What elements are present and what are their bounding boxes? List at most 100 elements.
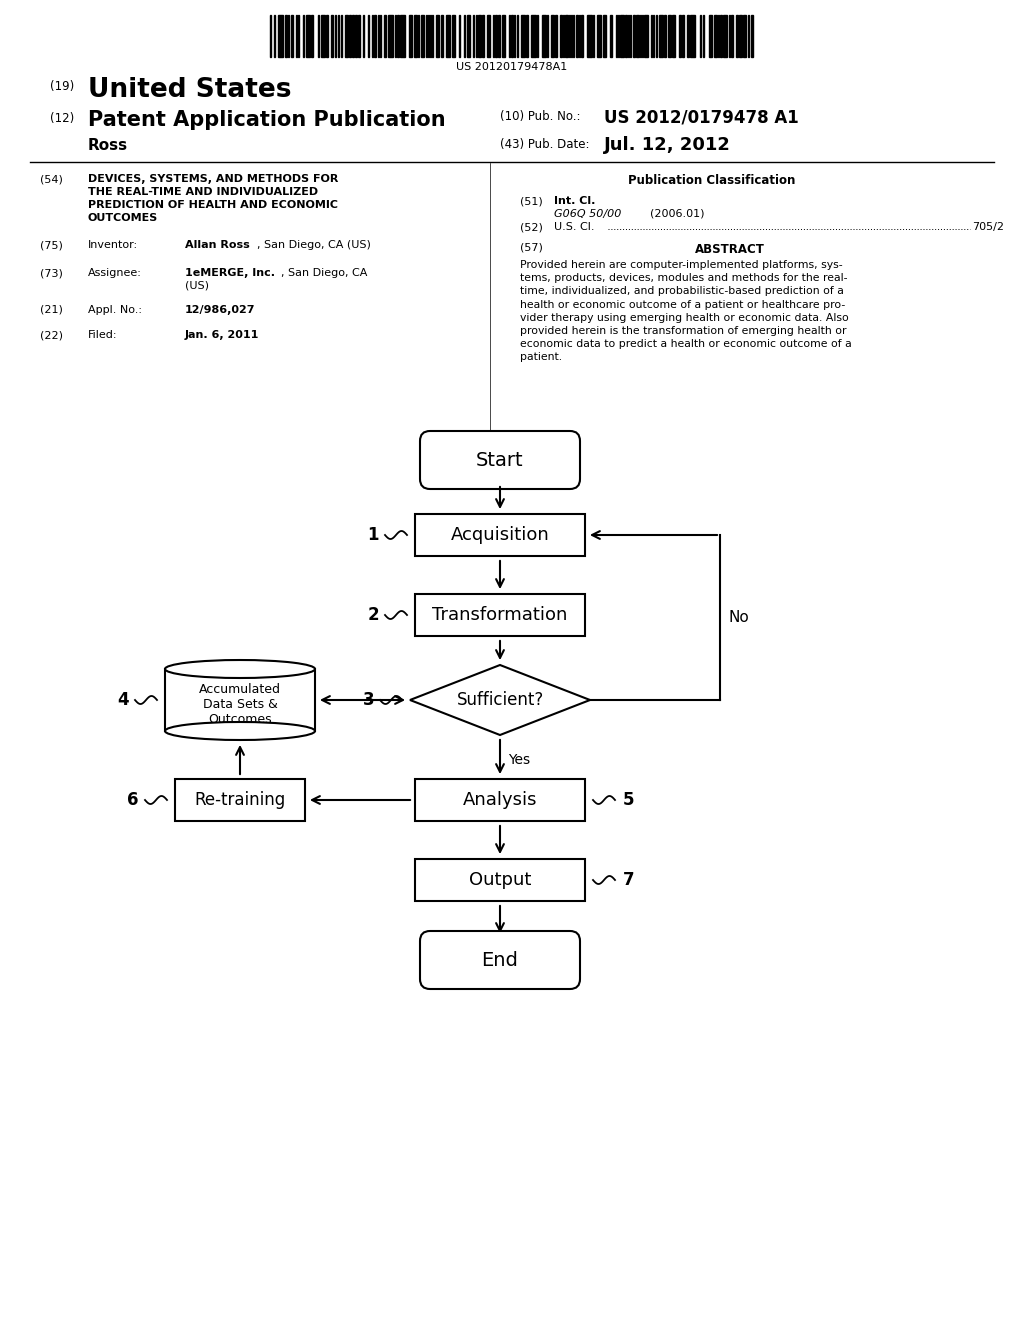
Text: (19): (19)	[50, 81, 75, 92]
Text: Assignee:: Assignee:	[88, 268, 142, 279]
Text: Output: Output	[469, 871, 531, 888]
Text: No: No	[728, 610, 749, 624]
Bar	[620, 15, 624, 57]
Bar	[687, 15, 689, 57]
Bar	[452, 15, 455, 57]
Bar	[278, 15, 283, 57]
Text: Sufficient?: Sufficient?	[457, 690, 544, 709]
Bar	[521, 15, 525, 57]
FancyBboxPatch shape	[420, 432, 580, 488]
Polygon shape	[410, 665, 590, 735]
Bar	[565, 15, 568, 57]
Text: (73): (73)	[40, 268, 62, 279]
Bar	[633, 15, 635, 57]
Text: Jan. 6, 2011: Jan. 6, 2011	[185, 330, 259, 341]
Bar	[358, 15, 360, 57]
FancyBboxPatch shape	[420, 931, 580, 989]
Text: (52): (52)	[520, 222, 543, 232]
Text: Transformation: Transformation	[432, 606, 567, 624]
Bar	[581, 15, 583, 57]
FancyBboxPatch shape	[415, 859, 585, 902]
Text: , San Diego, CA (US): , San Diego, CA (US)	[257, 240, 371, 249]
Bar	[736, 15, 738, 57]
Text: provided herein is the transformation of emerging health or: provided herein is the transformation of…	[520, 326, 847, 337]
Text: Jul. 12, 2012: Jul. 12, 2012	[604, 136, 731, 154]
Bar	[597, 15, 601, 57]
Bar	[644, 15, 648, 57]
Bar	[709, 15, 712, 57]
Bar	[498, 15, 500, 57]
Bar	[349, 15, 351, 57]
Text: 5: 5	[623, 791, 635, 809]
Text: Publication Classification: Publication Classification	[629, 174, 796, 187]
Bar	[555, 15, 557, 57]
Text: Int. Cl.: Int. Cl.	[554, 195, 595, 206]
Bar	[751, 15, 753, 57]
Bar	[441, 15, 443, 57]
Text: Start: Start	[476, 450, 524, 470]
Text: time, individualized, and probabilistic-based prediction of a: time, individualized, and probabilistic-…	[520, 286, 844, 297]
Text: Ross: Ross	[88, 139, 128, 153]
Text: 12/986,027: 12/986,027	[185, 305, 256, 315]
Bar	[400, 15, 406, 57]
Bar	[326, 15, 328, 57]
Bar	[487, 15, 490, 57]
Text: US 2012/0179478 A1: US 2012/0179478 A1	[604, 108, 799, 125]
Text: U.S. Cl.: U.S. Cl.	[554, 222, 595, 232]
Text: 7: 7	[623, 871, 635, 888]
Bar	[664, 15, 666, 57]
Bar	[636, 15, 639, 57]
Bar	[723, 15, 727, 57]
Text: US 20120179478A1: US 20120179478A1	[457, 62, 567, 73]
Bar	[739, 15, 742, 57]
Bar	[551, 15, 554, 57]
Text: THE REAL-TIME AND INDIVIDUALIZED: THE REAL-TIME AND INDIVIDUALIZED	[88, 187, 318, 197]
FancyBboxPatch shape	[415, 594, 585, 636]
Text: (57): (57)	[520, 243, 543, 253]
Text: Allan Ross: Allan Ross	[185, 240, 250, 249]
Text: 6: 6	[128, 791, 139, 809]
Text: PREDICTION OF HEALTH AND ECONOMIC: PREDICTION OF HEALTH AND ECONOMIC	[88, 201, 338, 210]
Text: Yes: Yes	[508, 752, 530, 767]
FancyBboxPatch shape	[415, 513, 585, 556]
Text: 2: 2	[368, 606, 379, 624]
Bar	[355, 15, 357, 57]
Bar	[502, 15, 505, 57]
Text: (10) Pub. No.:: (10) Pub. No.:	[500, 110, 581, 123]
Bar	[531, 15, 536, 57]
Text: ABSTRACT: ABSTRACT	[695, 243, 765, 256]
Bar	[414, 15, 417, 57]
Text: (43) Pub. Date:: (43) Pub. Date:	[500, 139, 590, 150]
Bar	[690, 15, 695, 57]
Bar	[311, 15, 313, 57]
Bar	[672, 15, 675, 57]
Text: Acquisition: Acquisition	[451, 525, 549, 544]
Bar	[321, 15, 325, 57]
Text: Accumulated
Data Sets &
Outcomes: Accumulated Data Sets & Outcomes	[199, 682, 281, 726]
Text: G06Q 50/00: G06Q 50/00	[554, 209, 622, 219]
Bar	[446, 15, 450, 57]
Bar	[720, 15, 722, 57]
Bar	[542, 15, 546, 57]
Bar	[421, 15, 424, 57]
Text: United States: United States	[88, 77, 292, 103]
Bar	[436, 15, 439, 57]
Bar	[306, 15, 310, 57]
Bar	[397, 15, 399, 57]
Text: tems, products, devices, modules and methods for the real-: tems, products, devices, modules and met…	[520, 273, 848, 284]
Bar	[388, 15, 393, 57]
Bar	[384, 15, 386, 57]
Bar	[482, 15, 484, 57]
Text: 1eMERGE, Inc.: 1eMERGE, Inc.	[185, 268, 275, 279]
Bar	[495, 15, 497, 57]
Ellipse shape	[165, 660, 315, 678]
Text: patient.: patient.	[520, 352, 562, 363]
Bar	[679, 15, 681, 57]
Bar	[575, 15, 578, 57]
Text: (54): (54)	[40, 174, 62, 183]
Bar	[610, 15, 612, 57]
Text: DEVICES, SYSTEMS, AND METHODS FOR: DEVICES, SYSTEMS, AND METHODS FOR	[88, 174, 338, 183]
Bar	[743, 15, 746, 57]
Text: Provided herein are computer-implemented platforms, sys-: Provided herein are computer-implemented…	[520, 260, 843, 271]
Bar	[625, 15, 627, 57]
